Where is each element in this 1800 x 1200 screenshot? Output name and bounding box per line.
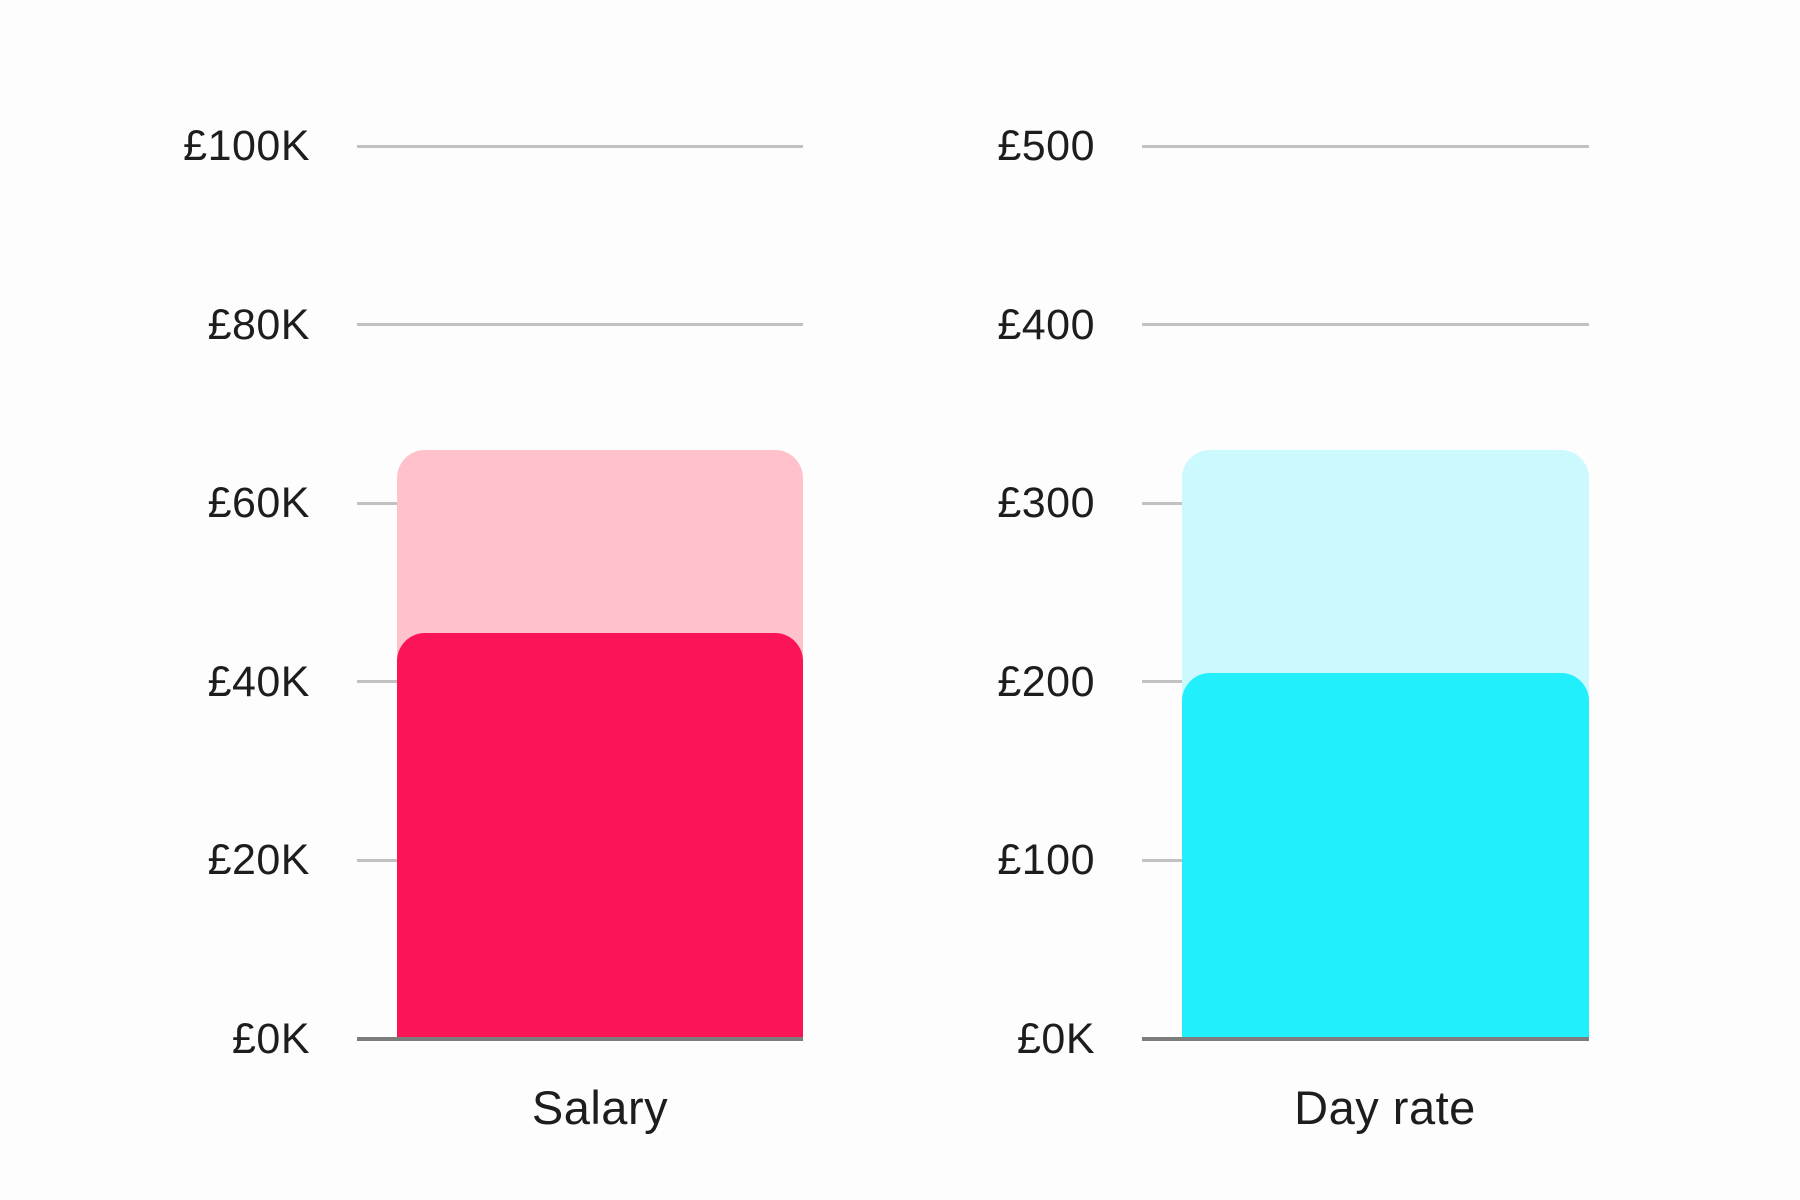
salary-bar-lower-band bbox=[397, 632, 803, 1039]
category-label: Day rate bbox=[1294, 1081, 1476, 1134]
y-gridline bbox=[1142, 144, 1589, 148]
y-tick-label: £100 bbox=[997, 836, 1095, 885]
x-axis-baseline bbox=[357, 1037, 803, 1041]
y-tick-label: £80K bbox=[207, 300, 310, 349]
y-tick-label: £0K bbox=[1016, 1015, 1095, 1063]
y-tick-label: £200 bbox=[997, 657, 1095, 706]
y-gridline bbox=[357, 323, 803, 327]
x-axis-baseline bbox=[1142, 1037, 1589, 1041]
y-gridline bbox=[1142, 323, 1589, 327]
y-tick-label: £20K bbox=[207, 836, 310, 885]
y-tick-label: £500 bbox=[997, 122, 1095, 170]
y-tick-label: £300 bbox=[997, 479, 1095, 528]
y-tick-label: £40K bbox=[207, 657, 310, 706]
day-rate-bar-lower-band bbox=[1182, 672, 1589, 1039]
y-tick-label: £100K bbox=[183, 122, 310, 170]
y-tick-label: £0K bbox=[231, 1015, 310, 1063]
y-gridline bbox=[357, 144, 803, 148]
category-label: Salary bbox=[531, 1081, 669, 1134]
y-tick-label: £60K bbox=[207, 479, 310, 528]
y-tick-label: £400 bbox=[997, 300, 1095, 349]
